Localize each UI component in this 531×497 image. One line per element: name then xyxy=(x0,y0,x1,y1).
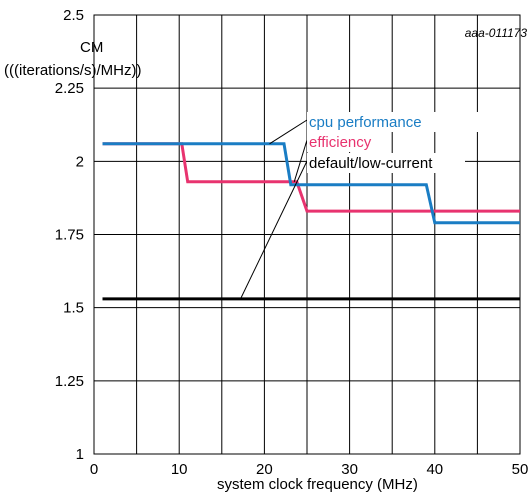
y-tick-label: 1.5 xyxy=(63,300,84,317)
x-tick-label: 50 xyxy=(512,461,529,478)
reference-id: aaa-011173 xyxy=(465,26,528,40)
x-tick-label: 30 xyxy=(341,461,358,478)
legend-leader-line xyxy=(293,139,308,182)
x-axis-label: system clock frequency (MHz) xyxy=(217,476,418,493)
grid xyxy=(93,14,521,455)
legend-leaders xyxy=(240,119,308,300)
legend-leader-line xyxy=(269,119,308,145)
legend-cpu-performance: cpu performance xyxy=(309,114,422,131)
x-tick-label: 10 xyxy=(171,461,188,478)
legend-bg-cpu xyxy=(307,112,479,132)
y-tick-label: 1.25 xyxy=(55,373,84,390)
x-tick-label: 20 xyxy=(256,461,273,478)
y-tick-label: 2.5 xyxy=(63,7,84,24)
y-axis-label: (((iterations/s)/MHz)) xyxy=(4,62,142,79)
legend-leader-line xyxy=(240,160,308,300)
y-axis-label-unit: CM xyxy=(80,39,103,56)
tick-labels: 0 10 20 30 40 50 1 1.25 1.5 1.75 2 2.25 2.5 xyxy=(55,7,529,478)
legend-bg-efficiency xyxy=(307,132,391,152)
y-tick-label: 1 xyxy=(76,446,84,463)
x-tick-label: 40 xyxy=(426,461,443,478)
series-line-cpu-performance xyxy=(102,142,520,225)
y-tick-label: 1.75 xyxy=(55,227,84,244)
y-tick-label: 2 xyxy=(76,153,84,170)
series-layer xyxy=(102,142,520,301)
legend-efficiency: efficiency xyxy=(309,134,372,151)
legend-bg-default xyxy=(307,153,465,173)
y-tick-label: 2.25 xyxy=(55,80,84,97)
x-tick-label: 0 xyxy=(90,461,98,478)
legend-default-low-current: default/low-current xyxy=(309,155,433,172)
